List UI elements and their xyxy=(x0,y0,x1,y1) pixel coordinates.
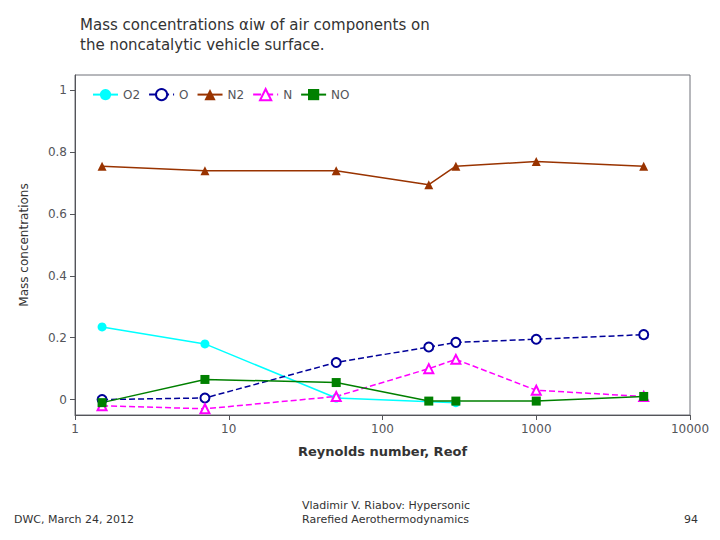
svg-text:O: O xyxy=(179,88,188,102)
svg-text:Rarefied Aerothermodynamics: Rarefied Aerothermodynamics xyxy=(302,513,469,526)
svg-text:NO: NO xyxy=(331,88,349,102)
svg-text:DWC, March 24, 2012: DWC, March 24, 2012 xyxy=(14,513,134,526)
svg-text:N: N xyxy=(283,88,292,102)
svg-text:Mass concentrations: Mass concentrations xyxy=(17,183,31,306)
svg-text:100: 100 xyxy=(371,422,394,436)
svg-text:94: 94 xyxy=(684,513,698,526)
svg-text:10000: 10000 xyxy=(671,422,709,436)
svg-text:0.4: 0.4 xyxy=(48,269,67,283)
svg-text:Vladimir V. Riabov: Hypersonic: Vladimir V. Riabov: Hypersonic xyxy=(302,499,470,512)
svg-text:O2: O2 xyxy=(123,88,140,102)
svg-text:0.6: 0.6 xyxy=(48,207,67,221)
svg-text:0: 0 xyxy=(59,393,67,407)
svg-text:the noncatalytic vehicle surfa: the noncatalytic vehicle surface. xyxy=(80,36,325,54)
svg-text:Reynolds number, Reof: Reynolds number, Reof xyxy=(298,444,467,459)
svg-text:1: 1 xyxy=(71,422,79,436)
svg-text:Mass concentrations αiw of air: Mass concentrations αiw of air component… xyxy=(80,16,430,34)
svg-text:10: 10 xyxy=(221,422,236,436)
svg-text:1000: 1000 xyxy=(521,422,552,436)
svg-text:0.2: 0.2 xyxy=(48,331,67,345)
svg-text:0.8: 0.8 xyxy=(48,145,67,159)
svg-text:1: 1 xyxy=(59,83,67,97)
svg-text:N2: N2 xyxy=(228,88,245,102)
